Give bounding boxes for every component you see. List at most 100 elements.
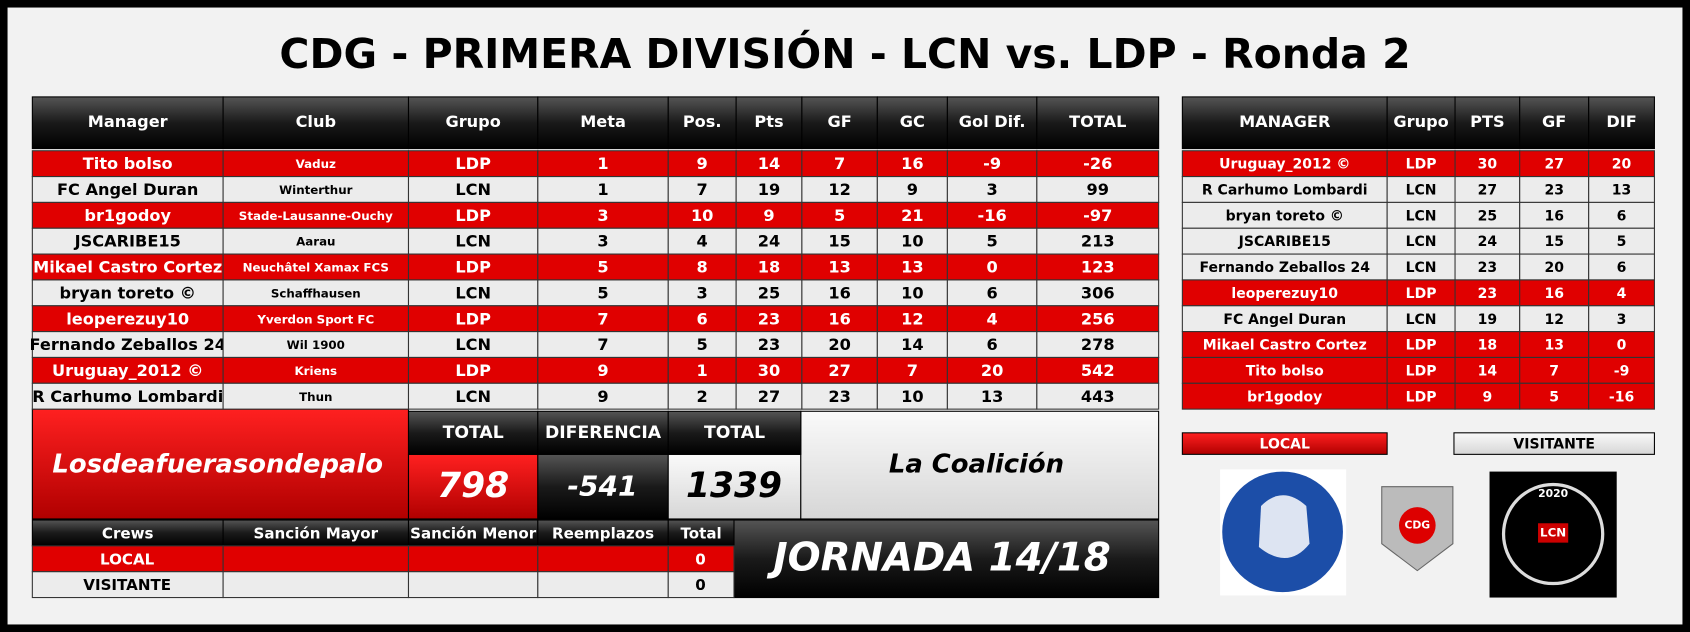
cell-text: 18 — [1478, 338, 1497, 354]
cell-text: JSCARIBE15 — [74, 232, 181, 251]
cell-text: Fernando Zeballos 24 — [1200, 260, 1371, 276]
cell-text: 30 — [1478, 157, 1498, 173]
cell-text: Fernando Zeballos 24 — [29, 335, 225, 354]
cell — [1588, 331, 1655, 358]
header-cell — [31, 96, 224, 150]
cell — [1181, 382, 1388, 410]
header-label: DIF — [1606, 112, 1636, 131]
cell — [407, 279, 539, 307]
cell — [1454, 279, 1521, 307]
cell — [1454, 305, 1521, 333]
cell — [801, 356, 878, 384]
header-cell — [537, 519, 669, 547]
cell-text: 3 — [987, 180, 998, 199]
crew-label: VISITANTE — [83, 576, 171, 594]
cell-text: leoperezuy10 — [66, 309, 189, 328]
cell — [1386, 279, 1456, 307]
cell — [222, 150, 410, 178]
cell-text: 12 — [1544, 312, 1563, 328]
cell-text: 123 — [1081, 258, 1115, 277]
cell-text: 10 — [901, 232, 923, 251]
cell-text: LDP — [455, 258, 491, 277]
cell-text: leoperezuy10 — [1231, 286, 1338, 302]
cell-text: 19 — [1478, 312, 1497, 328]
header-cell — [1036, 96, 1160, 150]
cell-text: 13 — [981, 387, 1003, 406]
cell — [537, 382, 669, 410]
cell-text: 213 — [1081, 232, 1115, 251]
cell-text: 20 — [1544, 260, 1564, 276]
cell — [735, 331, 803, 358]
cell-text: 13 — [1612, 183, 1631, 199]
cell-text: br1godoy — [1247, 389, 1322, 405]
cell-text: 24 — [758, 232, 780, 251]
cell — [537, 253, 669, 281]
cell — [1588, 356, 1655, 384]
header-cell — [1454, 96, 1521, 150]
cell-text: LDP — [1406, 157, 1437, 173]
cell-text: 25 — [1478, 208, 1497, 224]
jornada: JORNADA 14/18 — [766, 535, 1111, 580]
cell-text: Schaffhausen — [271, 286, 361, 300]
cell-text: 27 — [1544, 157, 1563, 173]
local-box — [31, 408, 410, 520]
cell-text: 278 — [1081, 335, 1115, 354]
cell — [1588, 279, 1655, 307]
cell-text: bryan toreto © — [1226, 208, 1344, 224]
cell — [667, 331, 737, 358]
cell — [735, 253, 803, 281]
cell — [1181, 176, 1388, 203]
cell — [667, 382, 737, 410]
cell — [801, 150, 878, 178]
cell — [1588, 382, 1655, 410]
cell — [1181, 227, 1388, 255]
cell-text: Mikael Castro Cortez — [1203, 338, 1367, 354]
cell-text: Wil 1900 — [287, 338, 345, 352]
cell-text: 15 — [828, 232, 850, 251]
cell-text: 14 — [901, 335, 923, 354]
cell-text: bryan toreto © — [60, 283, 196, 302]
cell — [1181, 201, 1388, 229]
cell — [667, 356, 737, 384]
cell-text: 19 — [758, 180, 780, 199]
cell — [222, 279, 410, 307]
cell — [1386, 253, 1456, 281]
cell-text: 2 — [697, 387, 708, 406]
cell-text: LDP — [455, 361, 491, 380]
header-label: Pos. — [683, 112, 722, 131]
logo-right-badge — [1538, 523, 1569, 543]
cell-text: 20 — [1612, 157, 1632, 173]
cell-text: 10 — [901, 387, 923, 406]
cell-text: 443 — [1081, 387, 1115, 406]
cell — [222, 571, 410, 599]
cell-text: R Carhumo Lombardi — [1202, 183, 1368, 199]
cell — [1181, 150, 1388, 178]
header-cell — [1588, 96, 1655, 150]
cell — [735, 356, 803, 384]
cell-text: 5 — [1617, 234, 1627, 250]
cell — [1454, 150, 1521, 178]
cell-text: LCN — [1406, 183, 1437, 199]
cell — [1454, 382, 1521, 410]
cell — [407, 253, 539, 281]
cell — [31, 176, 224, 203]
cell-text: LCN — [1406, 312, 1437, 328]
cell — [1454, 227, 1521, 255]
cell-text: 20 — [981, 361, 1003, 380]
cell — [31, 253, 224, 281]
cell — [1181, 305, 1388, 333]
cell-text: 10 — [691, 206, 713, 225]
cell-text: LDP — [1406, 363, 1437, 379]
cell-text: 9 — [907, 180, 918, 199]
header-cell — [946, 96, 1038, 150]
cell-text: 16 — [901, 154, 923, 173]
header-cell — [407, 410, 539, 455]
header-label: PTS — [1470, 112, 1504, 131]
cell-text: 5 — [834, 206, 845, 225]
cell-text: LCN — [455, 387, 491, 406]
cell-text: 1 — [597, 154, 608, 173]
cell-text: -16 — [978, 206, 1007, 225]
cell — [1181, 356, 1388, 384]
cell-text: 9 — [597, 361, 608, 380]
cell-text: -26 — [1083, 154, 1112, 173]
